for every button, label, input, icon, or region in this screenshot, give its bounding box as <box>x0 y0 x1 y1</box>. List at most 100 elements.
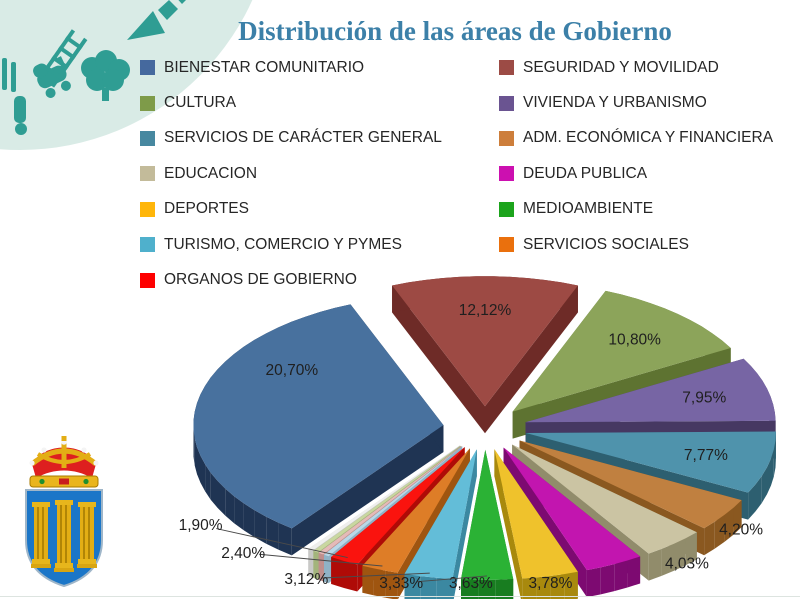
leader-line <box>322 572 430 579</box>
pie-slice <box>324 446 463 557</box>
legend-column-left: BIENESTAR COMUNITARIO CULTURA SERVICIOS DE… <box>140 50 442 298</box>
bottom-divider <box>0 596 800 597</box>
pie-slice <box>512 290 731 412</box>
legend-item: MEDIOAMBIENTE <box>499 192 773 227</box>
legend-item: EDUCACION <box>140 156 442 191</box>
stroller-icon <box>33 56 71 98</box>
pie-slice-side <box>586 567 601 598</box>
pie-slice-side <box>550 574 565 599</box>
legend-item-label: SERVICIOS SOCIALES <box>523 235 689 253</box>
legend-item: SEGURIDAD Y MOVILIDAD <box>499 50 773 85</box>
globe-decoration <box>0 0 253 150</box>
pie-slice-side <box>478 579 496 599</box>
slice-label: 7,77% <box>684 447 728 464</box>
pie-slice-side <box>748 484 756 520</box>
pie-slice-side <box>217 480 226 516</box>
legend-item: DEUDA PUBLICA <box>499 156 773 191</box>
pie-slice-side <box>278 522 292 556</box>
pie-slice-side <box>254 510 267 544</box>
legend-item: TURISMO, COMERCIO Y PYMES <box>140 227 442 262</box>
pie-slice-side <box>485 285 578 434</box>
legend-color-swatch <box>499 201 514 217</box>
pie-slice-side <box>771 449 774 486</box>
pie-slice-side <box>714 514 725 549</box>
legend-item-label: DEPORTES <box>164 200 249 218</box>
pie-slice <box>313 445 461 553</box>
slice-label: 10,80% <box>608 331 661 348</box>
pie-slice-side <box>210 472 218 508</box>
page-title: Distribución de las áreas de Gobierno <box>238 16 672 46</box>
pie-slice-side <box>392 285 485 434</box>
legend-item: SERVICIOS DE CARÁCTER GENERAL <box>140 121 442 156</box>
legend-color-swatch <box>140 272 155 288</box>
pie-slice <box>404 449 477 579</box>
pie-slice-side <box>291 425 444 556</box>
pie-slice <box>193 304 444 529</box>
pie-slice-side <box>234 496 244 531</box>
tree-icon <box>81 50 130 101</box>
legend-item: CULTURA <box>140 85 442 120</box>
coat-of-arms <box>25 436 103 588</box>
pie-slice-side <box>755 476 762 512</box>
legend-item: ADM. ECONÓMICA Y FINANCIERA <box>499 121 773 156</box>
legend-item-label: CULTURA <box>164 94 237 112</box>
pie-slice-side <box>522 577 537 599</box>
pie-slice-side <box>704 521 715 556</box>
pie-slice-side <box>773 440 776 477</box>
slice-label: 20,70% <box>266 362 319 379</box>
legend-color-swatch <box>140 237 155 253</box>
leader-line <box>417 575 488 583</box>
slice-label: 3,33% <box>379 575 423 592</box>
slice-label: 3,78% <box>529 575 573 592</box>
pie-slice <box>503 447 641 571</box>
pie-slice-side <box>767 458 771 495</box>
leader-line <box>259 553 383 567</box>
pie-slice-side <box>674 538 686 571</box>
pie-slice-side <box>200 455 206 492</box>
pie-slice-side <box>197 447 201 483</box>
pie-slice-side <box>194 438 197 475</box>
pie-slice <box>525 358 776 423</box>
slice-label: 4,20% <box>719 522 763 539</box>
pie-slice-side <box>243 503 255 538</box>
pie-slice <box>494 449 578 579</box>
pie-slice-side <box>564 571 578 599</box>
legend-item: SERVICIOS SOCIALES <box>499 227 773 262</box>
legend-color-swatch <box>499 166 514 182</box>
pie-slice-side <box>495 579 514 599</box>
legend-color-swatch <box>140 201 155 217</box>
leader-line <box>216 528 348 559</box>
legend-color-swatch <box>140 95 155 111</box>
slice-label: 2,40% <box>221 545 265 562</box>
legend-item-label: ADM. ECONÓMICA Y FINANCIERA <box>523 129 774 147</box>
pie-slice-side <box>225 488 235 524</box>
pie-slice <box>331 447 465 565</box>
pie-slice-side <box>627 556 641 588</box>
legend-item-label: BIENESTAR COMUNITARIO <box>164 58 365 76</box>
pie-slice <box>519 440 742 529</box>
slice-label: 4,03% <box>665 556 709 573</box>
slice-label: 3,63% <box>449 575 493 592</box>
legend-item: VIVIENDA Y URBANISMO <box>499 85 773 120</box>
pie-slice-side <box>461 579 479 599</box>
pie-slice <box>392 276 578 407</box>
legend-item: BIENESTAR COMUNITARIO <box>140 50 442 85</box>
pie-slice <box>512 444 697 554</box>
arrow-icon <box>127 0 186 40</box>
legend-item-label: ORGANOS DE GOBIERNO <box>164 271 357 289</box>
pie-slice-side <box>420 576 437 599</box>
pie-slice-side <box>494 449 523 599</box>
crown <box>29 436 99 488</box>
columns <box>31 500 97 572</box>
pie-slice <box>308 445 460 551</box>
legend-item-label: DEUDA PUBLICA <box>523 164 648 182</box>
pie-slice-side <box>536 576 551 599</box>
slice-label: 3,12% <box>284 571 328 588</box>
legend-item: ORGANOS DE GOBIERNO <box>140 262 442 297</box>
pie-slice-side <box>733 500 742 535</box>
pie-slice-side <box>661 543 674 576</box>
pie-slice-side <box>685 532 697 566</box>
pie-slice-side <box>724 507 734 542</box>
